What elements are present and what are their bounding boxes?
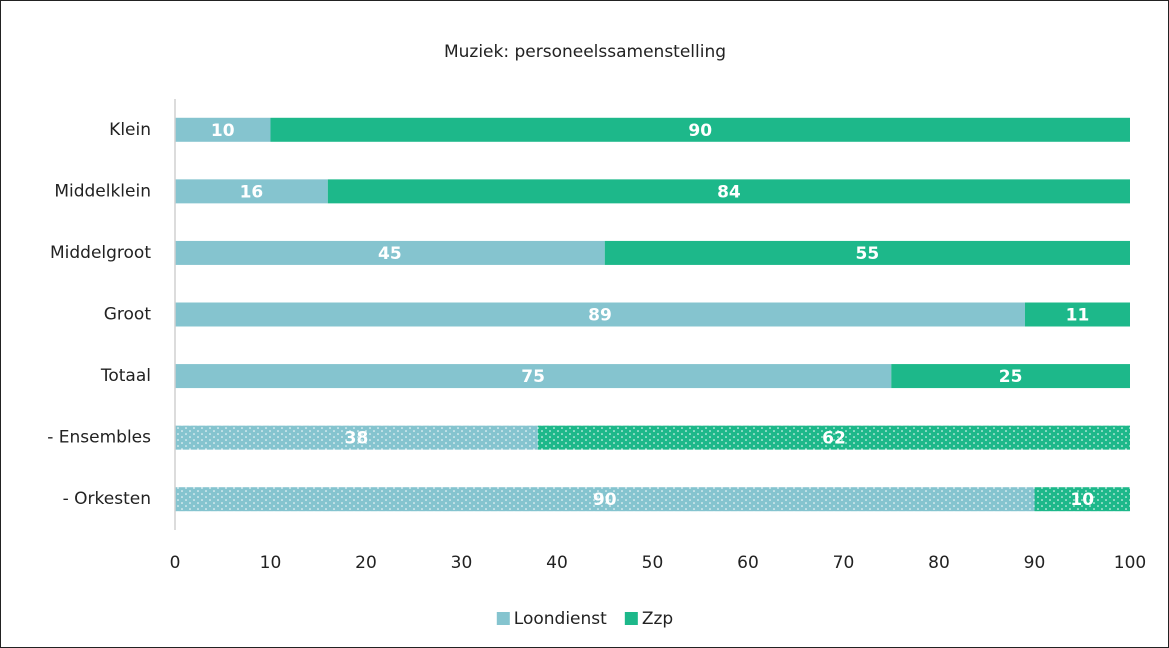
value-label: 45 — [378, 244, 402, 264]
legend-swatch — [624, 612, 638, 625]
x-tick-label: 10 — [260, 553, 282, 573]
x-tick-label: 0 — [170, 553, 181, 573]
value-label: 90 — [593, 490, 617, 510]
value-label: 10 — [1070, 490, 1094, 510]
bar-segment — [175, 425, 538, 450]
bar-segment — [175, 364, 892, 389]
y-tick-label: Groot — [104, 305, 152, 325]
x-tick-label: 40 — [546, 553, 568, 573]
value-label: 38 — [345, 429, 369, 449]
x-tick-label: 100 — [1114, 553, 1146, 573]
x-tick-label: 20 — [355, 553, 377, 573]
x-tick-label: 70 — [833, 553, 855, 573]
y-tick-label: Middelklein — [54, 181, 151, 201]
bar-segment — [175, 117, 271, 142]
x-tick-label: 30 — [451, 553, 473, 573]
legend-label: Zzp — [642, 609, 673, 629]
x-tick-label: 80 — [928, 553, 950, 573]
value-label: 25 — [999, 367, 1023, 387]
y-tick-label: Totaal — [100, 366, 151, 386]
x-tick-label: 50 — [642, 553, 664, 573]
value-label: 75 — [521, 367, 545, 387]
bar-segment — [270, 117, 1130, 142]
legend-label: Loondienst — [514, 609, 607, 629]
bar-segment — [175, 487, 1035, 512]
value-label: 11 — [1066, 306, 1090, 326]
x-tick-label: 90 — [1024, 553, 1046, 573]
legend-item: Loondienst — [496, 609, 607, 629]
value-label: 55 — [856, 244, 880, 264]
y-tick-label: - Ensembles — [47, 428, 151, 448]
value-label: 89 — [588, 306, 612, 326]
chart-title: Muziek: personeelssamenstelling — [444, 42, 726, 62]
bar-segment — [175, 179, 328, 204]
value-label: 84 — [717, 182, 741, 202]
bar-segment — [175, 240, 605, 265]
x-tick-label: 60 — [737, 553, 759, 573]
y-tick-label: Klein — [109, 120, 151, 140]
bar-segment — [604, 240, 1130, 265]
bar-segment — [891, 364, 1130, 389]
value-label: 10 — [211, 121, 235, 141]
legend-swatch — [496, 612, 510, 625]
legend-item: Zzp — [624, 609, 673, 629]
y-tick-label: - Orkesten — [63, 489, 151, 509]
y-tick-label: Middelgroot — [50, 243, 151, 263]
bar-segment — [327, 179, 1130, 204]
value-label: 90 — [688, 121, 712, 141]
value-label: 16 — [240, 182, 264, 202]
value-label: 62 — [822, 429, 846, 449]
bar-segment — [1024, 302, 1130, 327]
bar-segment — [537, 425, 1130, 450]
bar-segment — [175, 302, 1025, 327]
bar-segment — [1034, 487, 1130, 512]
